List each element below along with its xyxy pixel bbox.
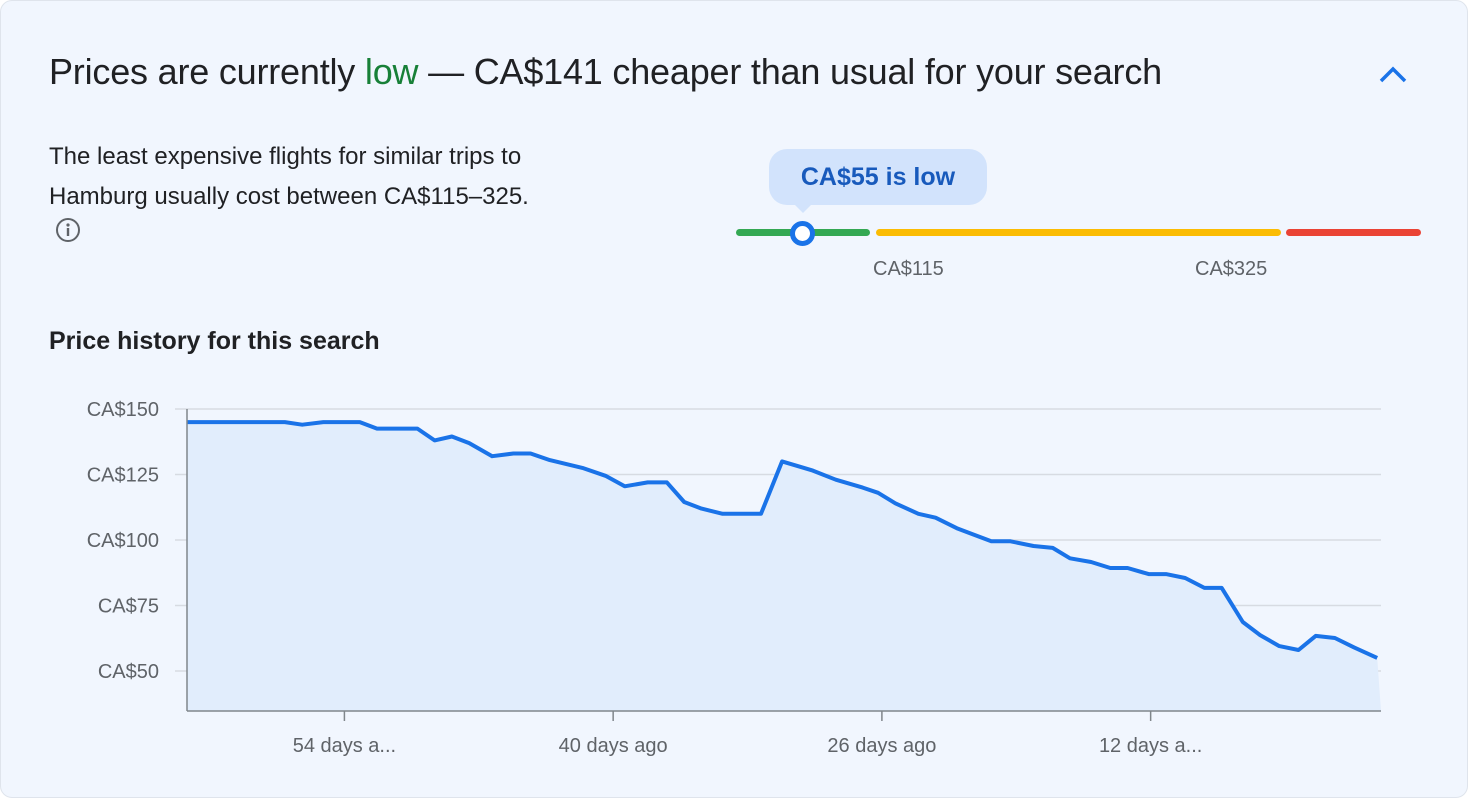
chevron-up-icon — [1379, 66, 1407, 83]
collapse-button[interactable] — [1373, 59, 1413, 91]
x-tick-label: 40 days ago — [559, 735, 668, 757]
headline-suffix: — CA$141 cheaper than usual for your sea… — [418, 51, 1162, 92]
current-price-marker — [790, 221, 815, 246]
y-tick-label: CA$100 — [87, 530, 159, 552]
price-area — [187, 422, 1381, 711]
chart-title: Price history for this search — [49, 327, 380, 355]
info-button[interactable] — [55, 216, 81, 256]
high-range-segment — [1286, 229, 1421, 236]
info-icon — [56, 217, 80, 242]
headline-prefix: Prices are currently — [49, 51, 365, 92]
x-tick-label: 54 days a... — [293, 735, 396, 757]
typical-price-description: The least expensive flights for similar … — [49, 137, 549, 257]
y-tick-label: CA$75 — [98, 596, 159, 618]
price-headline: Prices are currently low — CA$141 cheape… — [49, 51, 1162, 93]
x-tick-label: 12 days a... — [1099, 735, 1202, 757]
price-level: low — [364, 51, 419, 92]
description-text: The least expensive flights for similar … — [49, 143, 529, 210]
y-tick-label: CA$150 — [87, 399, 159, 421]
current-price-bubble: CA$55 is low — [769, 149, 987, 213]
range-low-label: CA$115 — [873, 258, 944, 280]
price-line — [187, 420, 1379, 660]
range-high-label: CA$325 — [1195, 258, 1268, 280]
typical-range-segment — [876, 229, 1281, 236]
x-tick-label: 26 days ago — [827, 735, 936, 757]
y-tick-label: CA$125 — [87, 465, 159, 487]
y-tick-label: CA$50 — [98, 661, 159, 683]
